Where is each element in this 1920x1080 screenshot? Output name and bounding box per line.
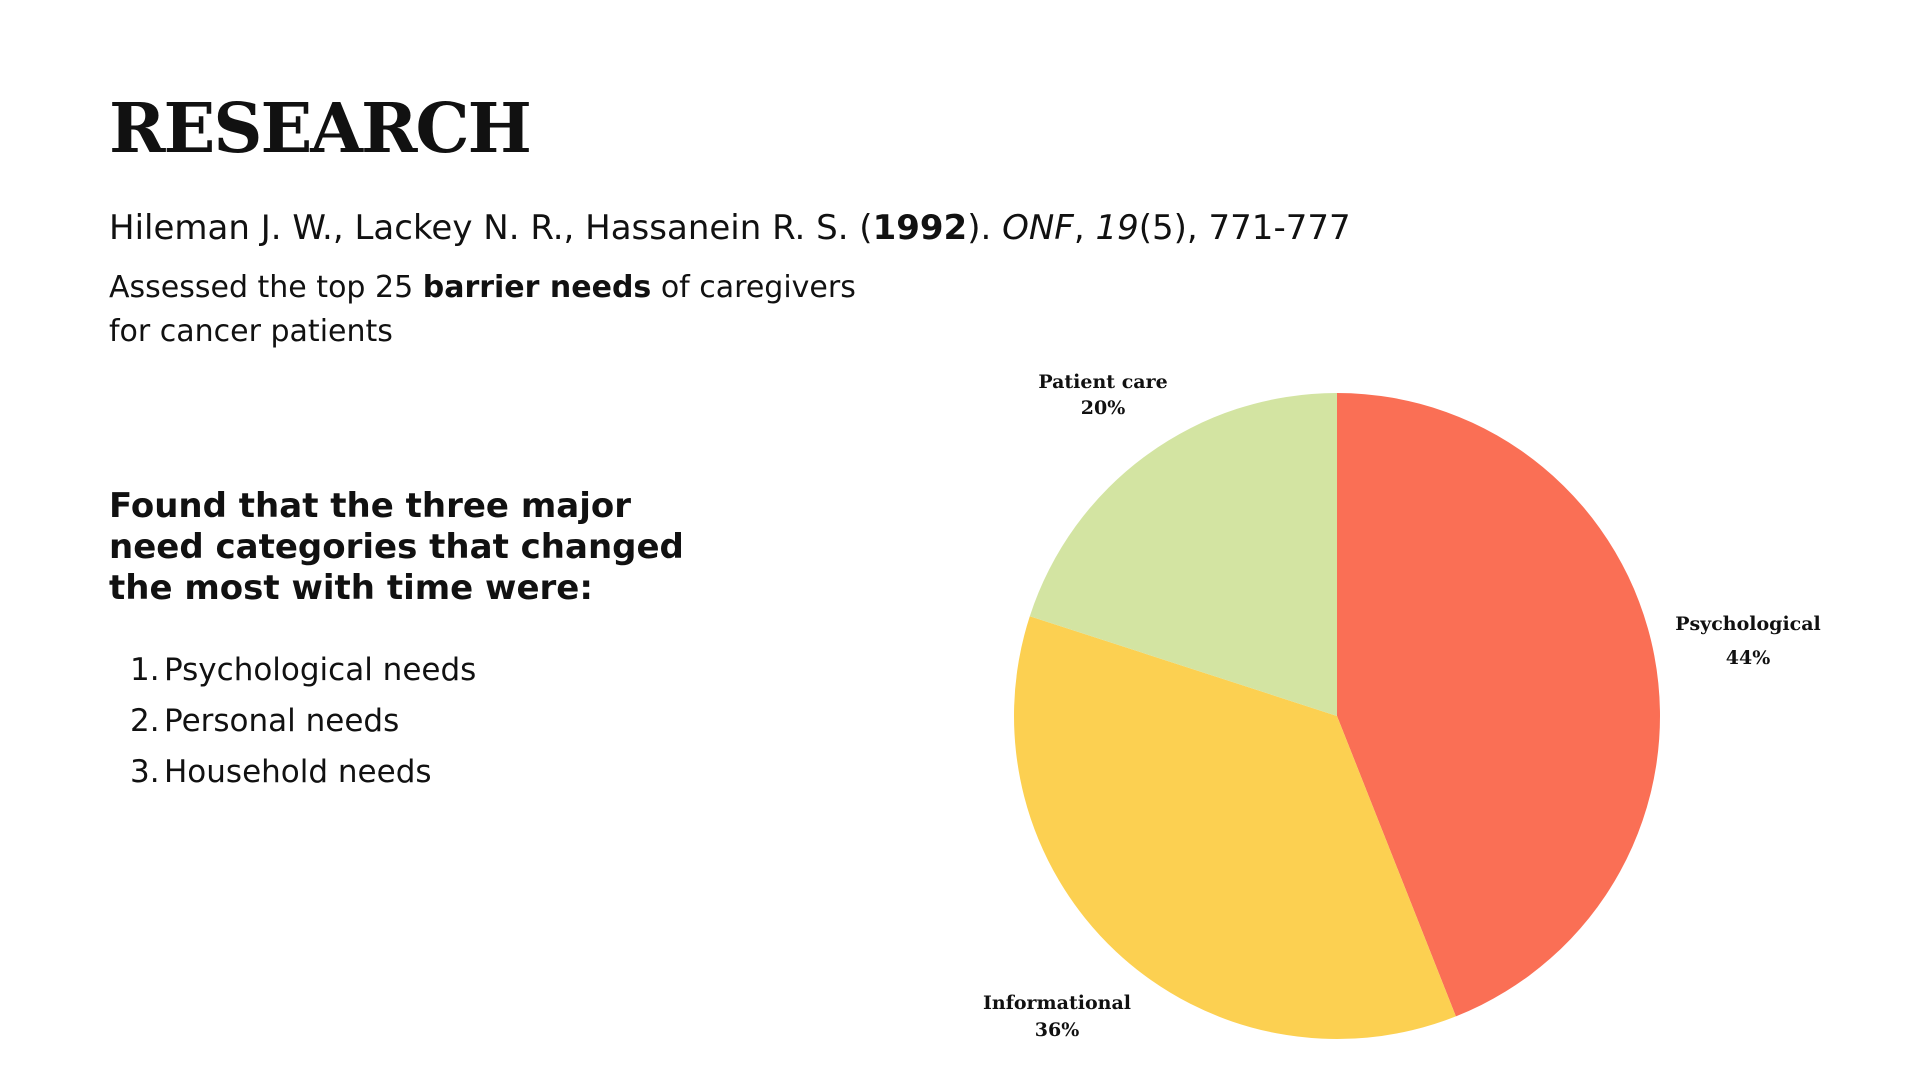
slice-label: Psychological — [1675, 613, 1821, 635]
list-number: 3. — [130, 754, 160, 790]
pie-slice-psychological — [1337, 393, 1661, 1017]
slice-label: Patient care — [1038, 371, 1167, 393]
list-label: Psychological needs — [164, 652, 477, 688]
finding-heading: Found that the three major need categori… — [109, 486, 709, 609]
citation-journal: ONF — [1002, 208, 1074, 248]
list-item: 1. Psychological needs — [130, 645, 476, 696]
slice-value-label: 36% — [1035, 1019, 1080, 1041]
list-item: 2. Personal needs — [130, 696, 476, 747]
list-label: Personal needs — [164, 703, 400, 739]
summary-line-2: for cancer patients — [109, 314, 393, 349]
list-number: 1. — [130, 652, 160, 688]
finding-line-2: need categories that changed — [109, 527, 684, 567]
slide-title: RESEARCH — [109, 89, 532, 169]
needs-list: 1. Psychological needs 2. Personal needs… — [130, 645, 476, 798]
citation-comma: , — [1073, 208, 1096, 248]
citation-after-year: ). — [967, 208, 1003, 248]
finding-line-1: Found that the three major — [109, 486, 631, 526]
citation-volume: 19 — [1095, 208, 1139, 248]
study-summary: Assessed the top 25 barrier needs of car… — [109, 266, 909, 354]
slice-value-label: 44% — [1726, 647, 1771, 669]
slice-label: Informational — [983, 992, 1131, 1014]
list-number: 2. — [130, 703, 160, 739]
list-label: Household needs — [164, 754, 432, 790]
summary-text-start: Assessed the top 25 — [109, 270, 423, 305]
summary-text-end: of caregivers — [651, 270, 856, 305]
finding-line-3: the most with time were: — [109, 568, 593, 608]
pie-slice-informational — [1014, 616, 1456, 1039]
citation-pages: (5), 771-777 — [1138, 208, 1351, 248]
citation-year: 1992 — [872, 208, 968, 248]
citation-authors: Hileman J. W., Lackey N. R., Hassanein R… — [109, 208, 873, 248]
slice-value-label: 20% — [1081, 397, 1126, 419]
pie-slice-patient-care — [1029, 393, 1337, 716]
list-item: 3. Household needs — [130, 747, 476, 798]
summary-bold: barrier needs — [422, 270, 652, 305]
citation: Hileman J. W., Lackey N. R., Hassanein R… — [109, 206, 1351, 250]
